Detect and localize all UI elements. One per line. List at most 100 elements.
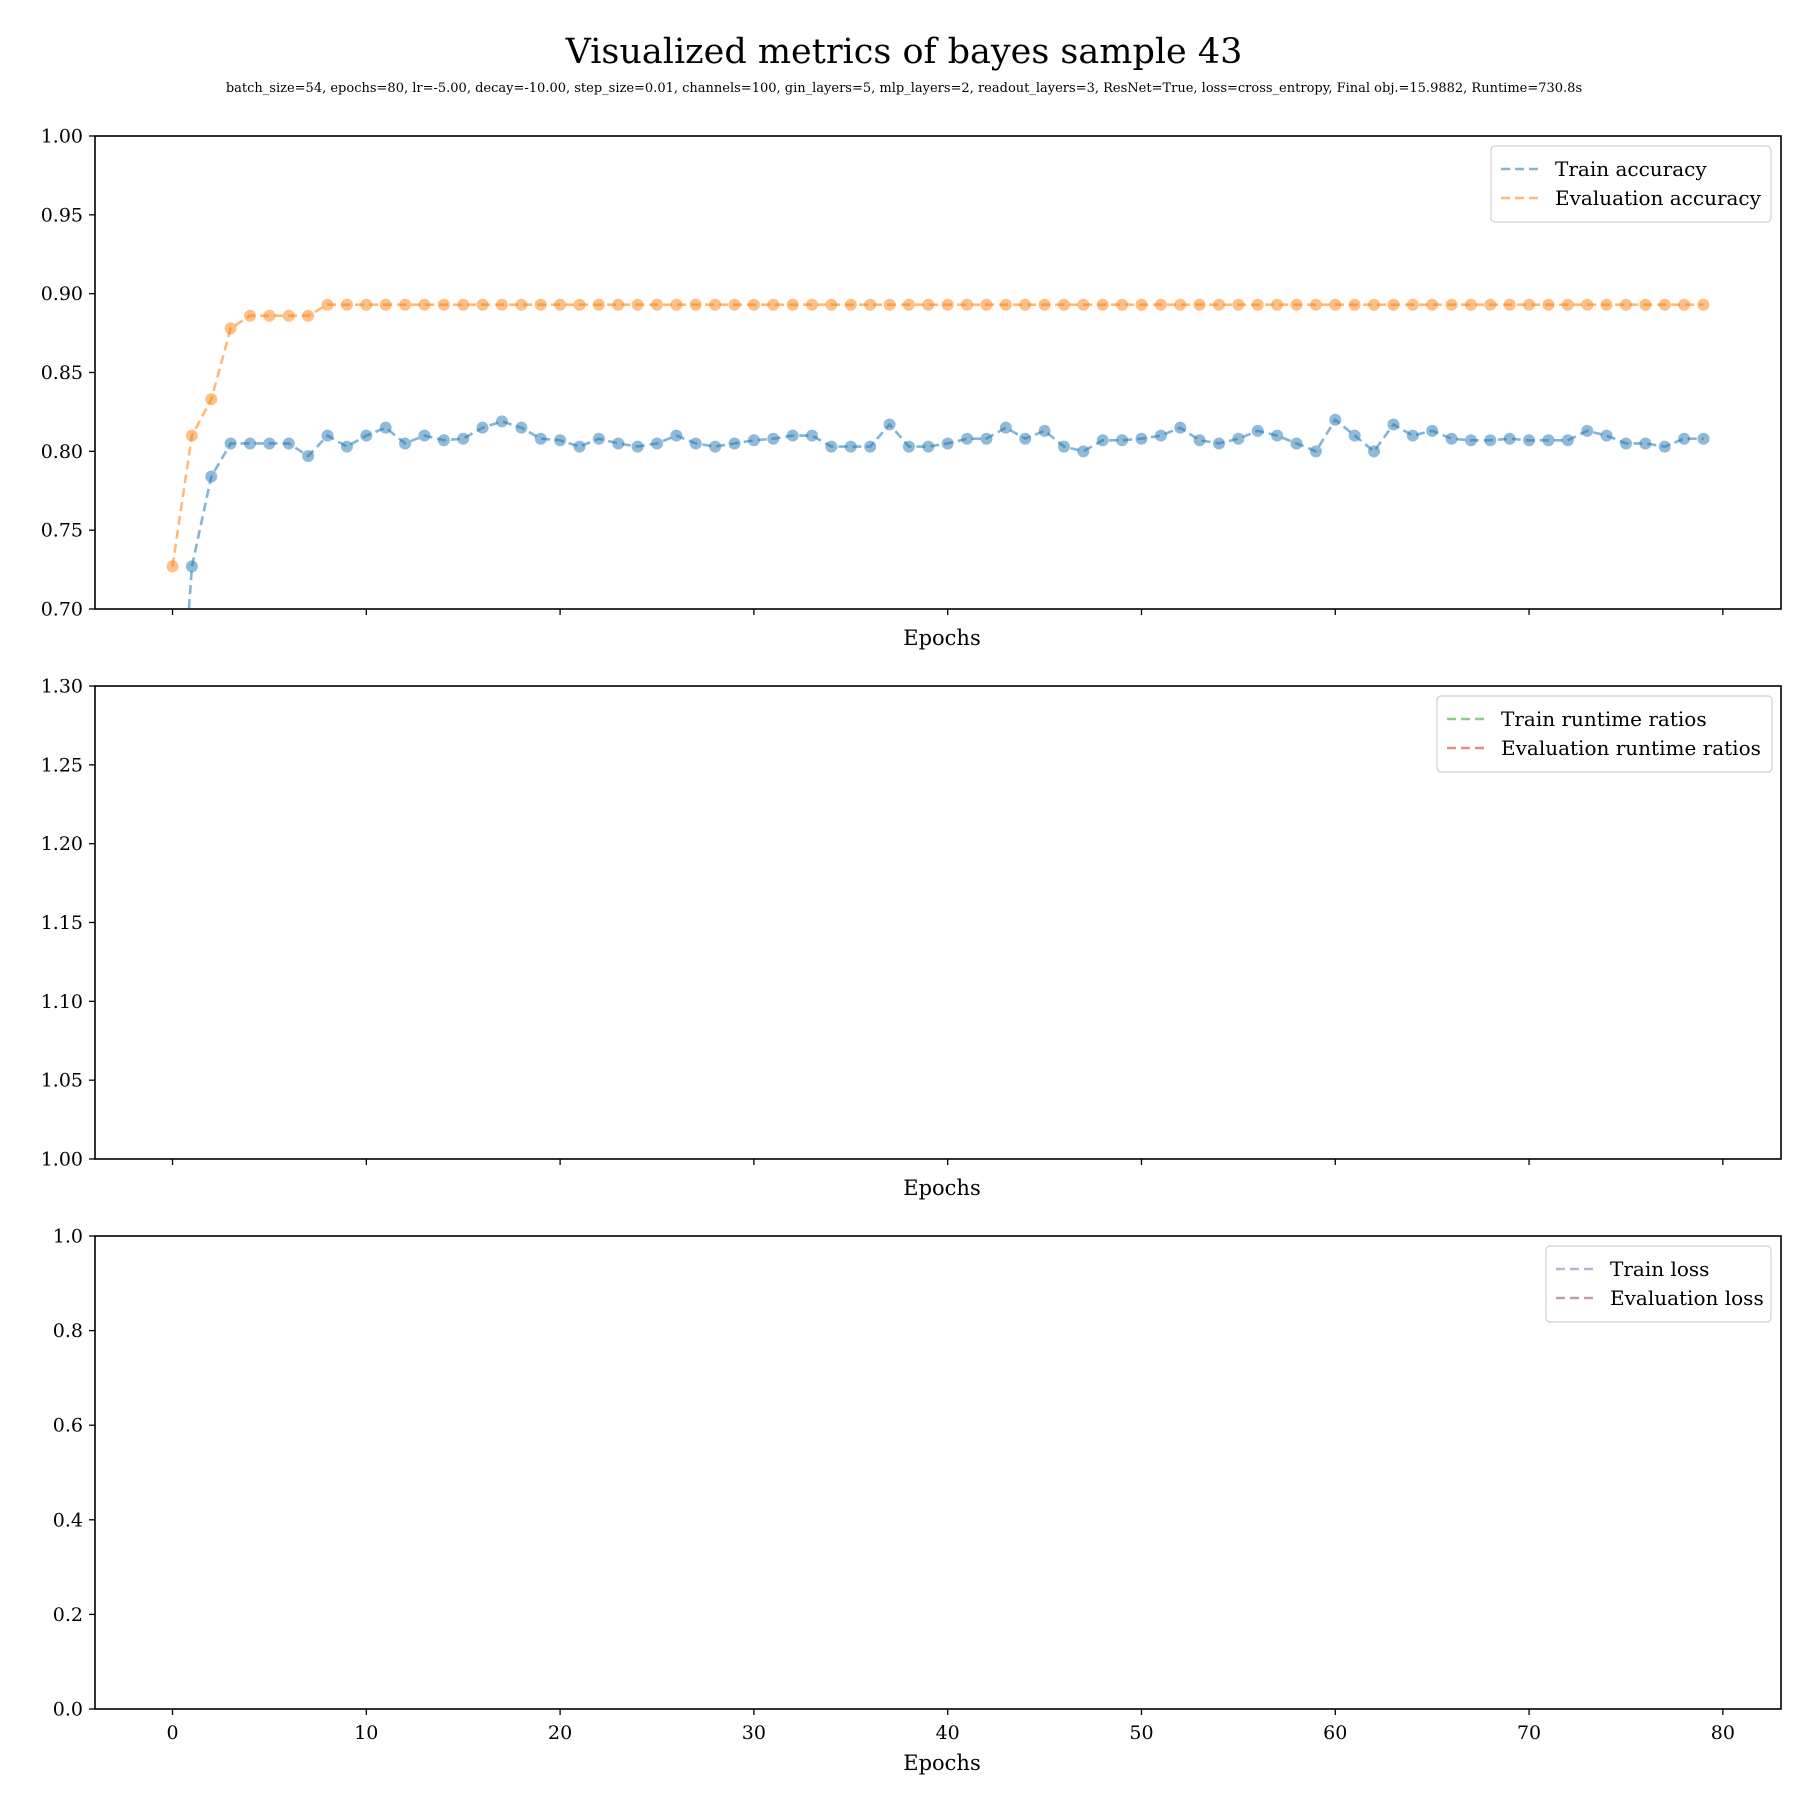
evaluation-accuracy-point <box>922 298 935 311</box>
loss-y-tick-label: 0.6 <box>53 1415 83 1437</box>
evaluation-accuracy-point <box>728 298 741 311</box>
evaluation-accuracy-point <box>1678 298 1691 311</box>
train-accuracy-point <box>224 437 237 450</box>
train-accuracy-point <box>1154 429 1167 442</box>
train-accuracy-point <box>1542 434 1555 447</box>
train-accuracy-point <box>1503 432 1516 445</box>
evaluation-runtime-ratios-legend-label: Evaluation runtime ratios <box>1501 736 1761 760</box>
train-accuracy-point <box>1619 437 1632 450</box>
train-accuracy-point <box>360 429 373 442</box>
evaluation-accuracy-point <box>1251 298 1264 311</box>
accuracy-y-tick-label: 1.00 <box>41 126 83 148</box>
evaluation-accuracy-point <box>1581 298 1594 311</box>
evaluation-accuracy-point <box>1697 298 1710 311</box>
train-accuracy-point <box>379 421 392 434</box>
train-accuracy-point <box>1445 432 1458 445</box>
evaluation-accuracy-point <box>457 298 470 311</box>
evaluation-accuracy-point <box>282 309 295 322</box>
evaluation-accuracy-point <box>244 309 257 322</box>
evaluation-accuracy-point <box>1232 298 1245 311</box>
train-accuracy-point <box>999 421 1012 434</box>
evaluation-accuracy-point <box>689 298 702 311</box>
accuracy-x-axis-label: Epochs <box>903 626 980 650</box>
train-accuracy-point <box>1309 445 1322 458</box>
evaluation-accuracy-point <box>573 298 586 311</box>
train-accuracy-point <box>961 432 974 445</box>
train-accuracy-point <box>1368 445 1381 458</box>
train-accuracy-point <box>1193 434 1206 447</box>
evaluation-accuracy-point <box>515 298 528 311</box>
evaluation-accuracy-point <box>302 309 315 322</box>
accuracy-panel: 0.70 0.75 0.80 0.85 0.90 0.95 1.00 Epochs Train … <box>41 126 1782 650</box>
evaluation-accuracy-point <box>1348 298 1361 311</box>
evaluation-accuracy-point <box>1619 298 1632 311</box>
loss-y-tick-label: 1.0 <box>53 1226 83 1248</box>
evaluation-accuracy-point <box>806 298 819 311</box>
evaluation-accuracy-point <box>554 298 567 311</box>
train-accuracy-point <box>1678 432 1691 445</box>
train-accuracy-point <box>806 429 819 442</box>
train-accuracy-point <box>554 434 567 447</box>
evaluation-accuracy-point <box>534 298 547 311</box>
evaluation-accuracy-point <box>961 298 974 311</box>
train-accuracy-point <box>418 429 431 442</box>
evaluation-accuracy-point <box>747 298 760 311</box>
train-accuracy-point <box>1464 434 1477 447</box>
evaluation-accuracy-point <box>1406 298 1419 311</box>
train-accuracy-point <box>457 432 470 445</box>
loss-x-tick-label: 40 <box>936 1722 960 1744</box>
evaluation-accuracy-point <box>1387 298 1400 311</box>
evaluation-accuracy-point <box>1464 298 1477 311</box>
train-loss-legend-label: Train loss <box>1610 1257 1709 1281</box>
loss-x-tick-label: 60 <box>1323 1722 1347 1744</box>
train-accuracy-point <box>825 440 838 453</box>
evaluation-accuracy-point <box>1368 298 1381 311</box>
train-accuracy-point <box>185 560 198 573</box>
evaluation-accuracy-point <box>495 298 508 311</box>
train-accuracy-point <box>1271 429 1284 442</box>
evaluation-accuracy-point <box>476 298 489 311</box>
train-accuracy-point <box>1116 434 1129 447</box>
train-accuracy-point <box>1096 434 1109 447</box>
evaluation-accuracy-point <box>1271 298 1284 311</box>
evaluation-accuracy-point <box>1154 298 1167 311</box>
evaluation-accuracy-point <box>185 429 198 442</box>
accuracy-series-group <box>166 298 1710 609</box>
runtime-ratio-panel: 1.00 1.05 1.10 1.15 1.20 1.25 1.30 Epochs Train … <box>41 676 1782 1200</box>
accuracy-y-tick-label: 0.90 <box>41 283 83 305</box>
train-accuracy-point <box>1600 429 1613 442</box>
train-accuracy-point <box>573 440 586 453</box>
evaluation-accuracy-point <box>379 298 392 311</box>
evaluation-accuracy-point <box>651 298 663 311</box>
train-accuracy-point <box>1426 424 1439 437</box>
train-accuracy-point <box>612 437 625 450</box>
evaluation-accuracy-point <box>1213 298 1225 311</box>
train-accuracy-point <box>728 437 741 450</box>
train-accuracy-point <box>321 429 334 442</box>
train-accuracy-point <box>1329 413 1342 426</box>
evaluation-accuracy-point <box>418 298 431 311</box>
evaluation-accuracy-point <box>1193 298 1206 311</box>
train-accuracy-point <box>1135 432 1148 445</box>
train-accuracy-point <box>1290 437 1303 450</box>
train-accuracy-point <box>1174 421 1187 434</box>
evaluation-accuracy-point <box>1639 298 1652 311</box>
loss-x-tick-label: 70 <box>1517 1722 1541 1744</box>
figure-title: Visualized metrics of bayes sample 43 <box>565 32 1243 72</box>
evaluation-loss-legend-label: Evaluation loss <box>1610 1286 1764 1310</box>
loss-axes-frame <box>94 1235 1782 1710</box>
evaluation-accuracy-point <box>321 298 334 311</box>
train-accuracy-point <box>534 432 547 445</box>
train-accuracy-point <box>844 440 857 453</box>
evaluation-accuracy-point <box>825 298 838 311</box>
evaluation-accuracy-point <box>980 298 993 311</box>
train-accuracy-point <box>1251 424 1264 437</box>
evaluation-accuracy-point <box>205 393 218 406</box>
accuracy-y-tick-label: 0.95 <box>41 204 83 226</box>
train-accuracy-point <box>1561 434 1574 447</box>
runtime-ratio-y-tick-label: 1.25 <box>41 754 83 776</box>
evaluation-accuracy-point <box>1503 298 1516 311</box>
evaluation-accuracy-point <box>941 298 954 311</box>
evaluation-accuracy-point <box>844 298 857 311</box>
